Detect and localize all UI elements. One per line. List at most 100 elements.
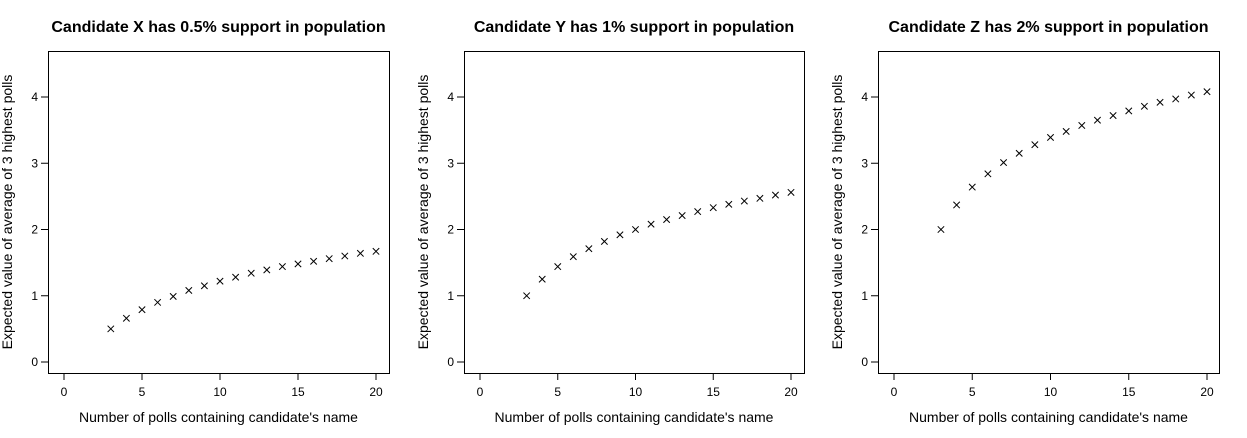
x-tick-label: 10 — [213, 385, 227, 399]
data-point — [232, 273, 240, 281]
data-point-stroke — [107, 325, 115, 333]
data-point — [999, 159, 1008, 167]
data-point-stroke — [984, 170, 992, 178]
data-point-stroke — [771, 191, 780, 199]
x-axis-label: Number of polls containing candidate's n… — [79, 409, 358, 425]
data-point-stroke — [1140, 102, 1148, 110]
data-point — [523, 292, 531, 300]
x-axis-label: Number of polls containing candidate's n… — [909, 409, 1188, 425]
data-point — [138, 306, 146, 314]
x-tick-label: 10 — [629, 385, 643, 399]
x-tick-label: 10 — [1044, 385, 1058, 399]
data-point-stroke — [1031, 141, 1039, 149]
data-point-stroke — [554, 263, 562, 271]
data-point-stroke — [999, 159, 1008, 167]
y-tick-label: 4 — [31, 90, 38, 104]
y-tick-label: 3 — [447, 156, 454, 170]
data-point-stroke — [278, 263, 286, 271]
x-tick-label: 0 — [891, 385, 898, 399]
data-point-stroke — [356, 249, 364, 257]
y-axis-label: Expected value of average of 3 highest p… — [0, 75, 15, 350]
data-point — [247, 269, 255, 277]
data-point — [740, 197, 748, 205]
data-point-stroke — [169, 292, 177, 300]
data-point — [325, 255, 333, 263]
data-point — [538, 275, 546, 283]
data-point-stroke — [341, 252, 349, 260]
data-point — [647, 220, 655, 228]
x-tick-label: 20 — [1200, 385, 1214, 399]
data-point — [585, 245, 593, 253]
data-point-stroke — [247, 269, 255, 277]
data-point — [1172, 95, 1180, 103]
data-point-stroke — [232, 273, 240, 281]
data-point — [694, 208, 702, 216]
data-point — [1109, 111, 1117, 120]
data-point — [984, 170, 992, 178]
data-point — [294, 260, 302, 268]
plot-frame — [464, 51, 805, 374]
y-tick-label: 0 — [31, 355, 38, 369]
data-point-stroke — [523, 292, 531, 300]
data-point — [771, 191, 780, 199]
data-point — [631, 225, 640, 234]
data-point-stroke — [1109, 111, 1117, 120]
y-tick-label: 4 — [447, 90, 454, 104]
data-point-stroke — [953, 201, 961, 209]
x-tick-label: 20 — [369, 385, 383, 399]
data-point — [1046, 133, 1055, 141]
data-point-stroke — [1172, 95, 1180, 103]
data-point — [953, 201, 961, 209]
x-tick-label: 5 — [554, 385, 561, 399]
data-point — [1187, 91, 1195, 99]
x-tick-label: 15 — [707, 385, 721, 399]
data-point-stroke — [569, 253, 577, 261]
data-point-stroke — [1203, 88, 1211, 96]
y-tick-label: 2 — [447, 223, 454, 237]
data-point-stroke — [1093, 116, 1102, 124]
data-point-stroke — [1015, 149, 1023, 157]
data-point-stroke — [663, 216, 671, 224]
y-axis-label: Expected value of average of 3 highest p… — [415, 75, 431, 350]
x-tick-label: 15 — [1122, 385, 1136, 399]
y-tick-label: 2 — [861, 223, 868, 237]
y-tick-label: 4 — [861, 90, 868, 104]
x-tick-label: 5 — [139, 385, 146, 399]
chart-panel-3: Candidate Z has 2% support in population… — [829, 19, 1220, 425]
data-point — [1156, 98, 1164, 106]
data-point-stroke — [294, 260, 302, 268]
data-point — [154, 298, 162, 306]
data-point — [678, 212, 686, 220]
data-point-stroke — [616, 231, 624, 239]
data-point-stroke — [1046, 133, 1055, 141]
y-tick-label: 0 — [861, 355, 868, 369]
chart-title: Candidate Y has 1% support in population — [474, 19, 794, 36]
data-point-stroke — [647, 220, 655, 228]
data-point-stroke — [122, 314, 130, 322]
data-point-stroke — [263, 266, 271, 274]
x-tick-label: 0 — [477, 385, 484, 399]
data-point — [185, 286, 193, 295]
data-point-stroke — [216, 277, 224, 285]
data-point — [356, 249, 364, 257]
data-point-stroke — [372, 247, 380, 255]
data-point — [107, 325, 115, 333]
data-point-stroke — [937, 225, 945, 234]
data-point — [663, 216, 671, 224]
data-point-stroke — [678, 212, 686, 220]
data-point — [616, 231, 624, 239]
data-point — [278, 263, 286, 271]
x-tick-label: 5 — [969, 385, 976, 399]
plot-frame — [48, 51, 390, 374]
data-point-stroke — [756, 194, 764, 202]
data-point — [200, 282, 208, 290]
data-point — [554, 263, 562, 271]
y-tick-label: 2 — [31, 223, 38, 237]
data-point — [600, 237, 608, 245]
data-point — [341, 252, 349, 260]
data-point — [937, 225, 945, 234]
data-point-stroke — [787, 188, 795, 196]
data-point-stroke — [538, 275, 546, 283]
data-point-stroke — [1156, 98, 1164, 106]
data-point — [122, 314, 130, 322]
